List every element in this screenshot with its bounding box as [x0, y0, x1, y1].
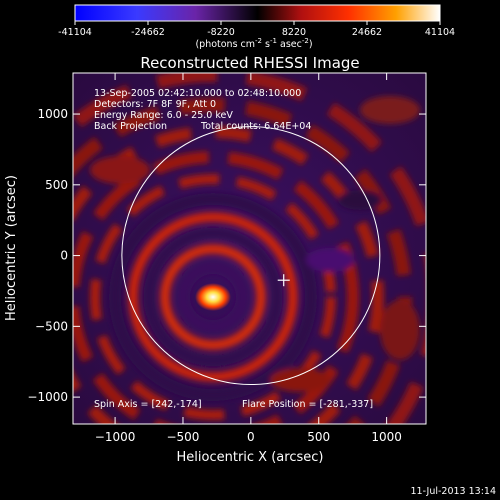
x-tick-label: −500: [166, 430, 199, 444]
y-tick-label: 500: [45, 178, 68, 192]
colorbar: [74, 4, 441, 22]
x-axis-label: Heliocentric X (arcsec): [177, 450, 324, 465]
annotation-energy-range: Energy Range: 6.0 - 25.0 keV: [94, 110, 233, 121]
x-axis-ticks: −1000 −500 0 500 1000: [95, 73, 402, 444]
y-axis-ticks: −1000 −500 0 500 1000: [27, 107, 426, 404]
colorbar-tick-label: -8220: [207, 27, 235, 38]
x-tick-label: 500: [307, 430, 330, 444]
x-tick-label: 1000: [371, 430, 402, 444]
colorbar-tick-label: 41104: [425, 27, 455, 38]
heatmap-image: [73, 73, 426, 424]
solar-limb: [121, 126, 381, 386]
annotation-detectors: Detectors: 7F 8F 9F, Att 0: [94, 99, 216, 110]
y-tick-label: −500: [35, 319, 68, 333]
x-tick-label: −1000: [95, 430, 136, 444]
spin-axis-marker: [277, 274, 290, 287]
colorbar-unit: (photons cm-2 s-1 asec-2): [195, 37, 312, 50]
y-tick-label: 1000: [37, 107, 68, 121]
annotation-total-counts: Total counts: 6.64E+04: [200, 121, 311, 132]
chart-title: Reconstructed RHESSI Image: [140, 54, 359, 72]
colorbar-tick-label: -41104: [58, 27, 92, 38]
timestamp: 11-Jul-2013 13:14: [410, 486, 496, 497]
colorbar-tick-label: 8220: [282, 27, 306, 38]
spin-axis-label: Spin Axis = [242,-174]: [94, 399, 202, 410]
y-tick-label: 0: [60, 249, 68, 263]
colorbar-tick-label: -24662: [131, 27, 165, 38]
annotation-time-range: 13-Sep-2005 02:42:10.000 to 02:48:10.000: [94, 88, 301, 99]
flare-position-label: Flare Position = [-281,-337]: [242, 399, 373, 410]
colorbar-ticks: -41104 -24662 -8220 8220 24662 41104: [58, 21, 455, 38]
x-tick-label: 0: [247, 430, 255, 444]
plot-frame: [72, 72, 427, 425]
colorbar-tick-label: 24662: [352, 27, 382, 38]
annotation-algorithm: Back Projection: [94, 121, 167, 132]
y-axis-label: Heliocentric Y (arcsec): [4, 175, 19, 321]
y-tick-label: −1000: [27, 390, 68, 404]
